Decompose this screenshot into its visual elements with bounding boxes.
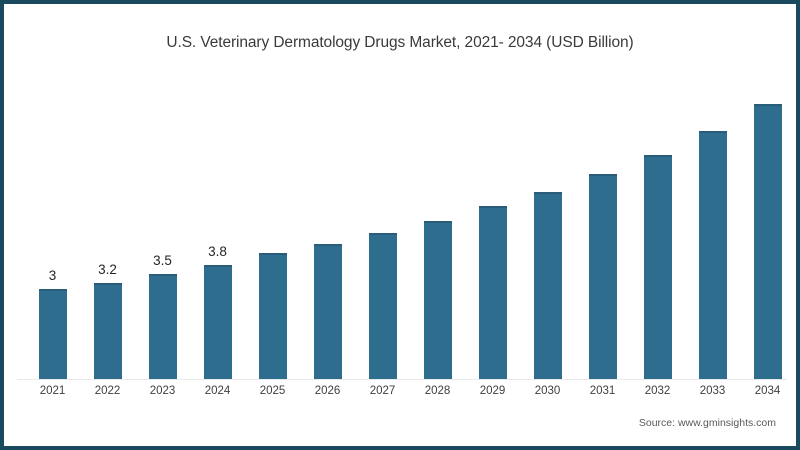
x-axis-tick-2034: 2034 [754,385,781,397]
bar-value-label: 3.5 [153,253,172,269]
x-axis-tick-2021: 2021 [39,385,66,397]
x-axis-tick-2023: 2023 [149,385,176,397]
bar[interactable] [478,205,507,379]
bar[interactable] [643,154,672,379]
bar[interactable] [423,220,452,379]
bar-slot [355,92,410,379]
bar[interactable] [533,192,562,379]
x-axis-tick-2033: 2033 [699,385,726,397]
bar[interactable] [698,130,727,379]
bar-slot [410,92,465,379]
bar-slot [520,92,575,379]
bar-slot [685,92,740,379]
bar[interactable] [368,232,397,379]
x-axis-tick-2024: 2024 [204,385,231,397]
x-axis-tick-2026: 2026 [314,385,341,397]
x-axis-labels: 2021 2022 2023 2024 2025 2026 2027 2028 2029 2030… [17,385,787,405]
bar[interactable] [93,283,122,379]
bar-slot [465,92,520,379]
x-axis-tick-2031: 2031 [589,385,616,397]
bar-slot [245,92,300,379]
bar-slot: 3.8 [190,92,245,379]
x-axis-tick-2032: 2032 [644,385,671,397]
bar[interactable] [258,253,287,379]
plot-area: 3 3.2 3.5 3.8 [17,92,783,379]
x-axis-tick-2027: 2027 [369,385,396,397]
bar[interactable] [203,265,232,379]
bar[interactable] [38,289,67,379]
bar-slot [300,92,355,379]
bar[interactable] [313,244,342,379]
bar-value-label: 3.2 [98,262,117,278]
chart-title: U.S. Veterinary Dermatology Drugs Market… [166,34,634,51]
bar-slot: 3.2 [80,92,135,379]
bar[interactable] [588,174,617,379]
bar-slot [575,92,630,379]
x-axis-tick-2025: 2025 [259,385,286,397]
bar-value-label: 3 [48,268,57,284]
bar[interactable] [148,274,177,379]
source-attribution: Source: www.gminsights.com [638,417,776,429]
x-axis-tick-2030: 2030 [534,385,561,397]
x-axis-tick-2022: 2022 [94,385,121,397]
bar[interactable] [753,103,782,379]
bar-series: 3 3.2 3.5 3.8 [17,92,783,379]
x-axis-tick-2029: 2029 [479,385,506,397]
bar-slot: 3.5 [135,92,190,379]
bar-value-label: 3.8 [208,244,227,260]
x-axis-tick-2028: 2028 [424,385,451,397]
bar-slot: 3 [25,92,80,379]
bar-slot [630,92,685,379]
x-axis-line [17,379,787,380]
bar-slot [740,92,795,379]
